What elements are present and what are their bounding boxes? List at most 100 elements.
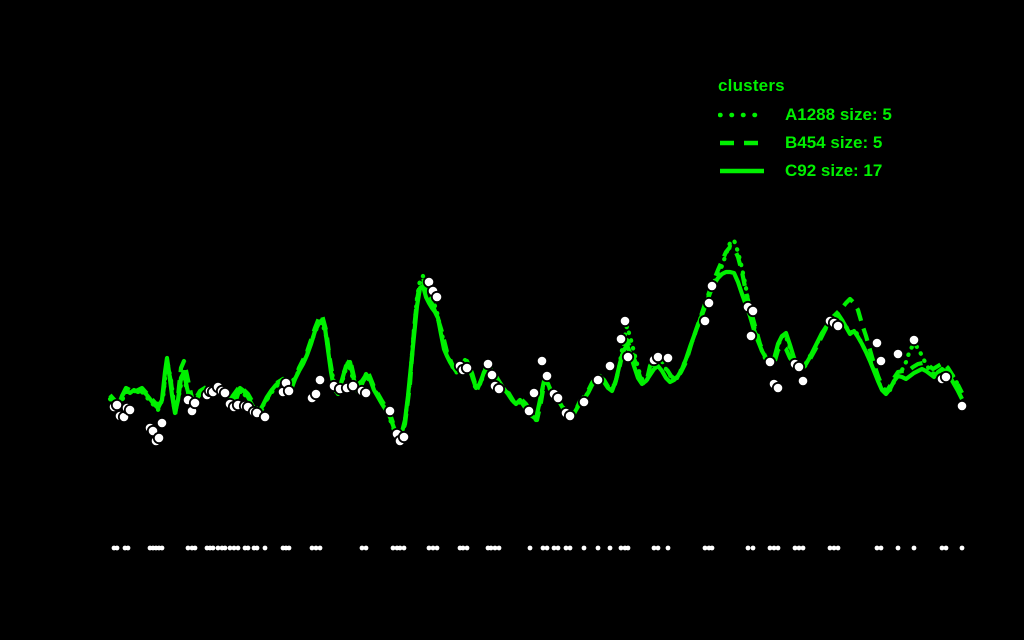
scatter-point (577, 395, 591, 409)
rug-tick (939, 545, 945, 551)
rug-tick (254, 545, 260, 551)
rug-tick (401, 545, 407, 551)
scatter-point (282, 384, 296, 398)
rug-tick (581, 545, 587, 551)
rug-tick (231, 545, 237, 551)
scatter-point (891, 347, 905, 361)
scatter-point (123, 403, 137, 417)
scatter-point (309, 387, 323, 401)
legend: clusters A1288 size: 5 B454 size: 5 C92 … (712, 76, 892, 180)
rug-tick (309, 545, 315, 551)
rug-tick (625, 545, 631, 551)
rug-tick (363, 545, 369, 551)
dashed-line-key-icon (720, 141, 762, 146)
rug-tick (835, 545, 841, 551)
scatter-point (383, 404, 397, 418)
scatter-point (939, 370, 953, 384)
rug-tick (222, 545, 228, 551)
scatter-point (702, 296, 716, 310)
rug-tick (185, 545, 191, 551)
series-line-c92 (108, 269, 964, 439)
rug-tick (464, 545, 470, 551)
rug-tick (235, 545, 241, 551)
scatter-point (907, 333, 921, 347)
scatter-point (614, 332, 628, 346)
rug-tick (745, 545, 751, 551)
scatter-point (430, 290, 444, 304)
rug-tick (800, 545, 806, 551)
rug-tick (262, 545, 268, 551)
scatter-point (955, 399, 969, 413)
rug-tick (210, 545, 216, 551)
scatter-point (618, 314, 632, 328)
rug-tick (492, 545, 498, 551)
scatter-point (346, 379, 360, 393)
legend-item-a1288: A1288 size: 5 (712, 105, 892, 125)
scatter-point (485, 368, 499, 382)
scatter-point (831, 319, 845, 333)
rug-tick (397, 545, 403, 551)
scatter-point (870, 336, 884, 350)
rug-tick (651, 545, 657, 551)
solid-line-key-icon (720, 169, 764, 174)
rug-tick (544, 545, 550, 551)
scatter-point (591, 373, 605, 387)
rug-tick (125, 545, 131, 551)
scatter-point (492, 382, 506, 396)
scatter-point (763, 355, 777, 369)
rug-tick (460, 545, 466, 551)
rug-tick (527, 545, 533, 551)
rug-tick (245, 545, 251, 551)
rug-tick (390, 545, 396, 551)
scatter-point (705, 279, 719, 293)
scatter-point (155, 416, 169, 430)
rug-tick (430, 545, 436, 551)
scatter-point (460, 361, 474, 375)
rug-tick (655, 545, 661, 551)
rug-tick (286, 545, 292, 551)
scatter-point (621, 350, 635, 364)
scatter-point (152, 431, 166, 445)
legend-label-a1288: A1288 size: 5 (785, 105, 892, 125)
rug-tick (943, 545, 949, 551)
scatter-point (792, 360, 806, 374)
rug-tick (792, 545, 798, 551)
rug-tick (750, 545, 756, 551)
legend-item-c92: C92 size: 17 (712, 161, 892, 180)
scatter-point (481, 357, 495, 371)
scatter-point (258, 410, 272, 424)
rug-tick (607, 545, 613, 551)
rug-tick (775, 545, 781, 551)
legend-label-b454: B454 size: 5 (785, 133, 883, 153)
scatter-point (188, 396, 202, 410)
scatter-point (313, 373, 327, 387)
scatter-point (874, 354, 888, 368)
rug-tick (702, 545, 708, 551)
scatter-point (698, 314, 712, 328)
scatter-point (110, 398, 124, 412)
scatter-point (563, 409, 577, 423)
scatter-point (522, 404, 536, 418)
dotted-line-key-icon (718, 113, 765, 118)
legend-title: clusters (718, 76, 785, 95)
scatter-point (796, 374, 810, 388)
rug-tick (313, 545, 319, 551)
rug-tick (159, 545, 165, 551)
scatter-point (651, 350, 665, 364)
rug-tick (555, 545, 561, 551)
rug-tick (895, 545, 901, 551)
rug-tick (567, 545, 573, 551)
scatter-point (744, 329, 758, 343)
rug-tick (665, 545, 671, 551)
scatter-point (746, 304, 760, 318)
rug-tick (827, 545, 833, 551)
rug-tick (488, 545, 494, 551)
rug-tick (434, 545, 440, 551)
rug-tick (192, 545, 198, 551)
rug-tick (551, 545, 557, 551)
rug-tick (767, 545, 773, 551)
scatter-point (359, 386, 373, 400)
scatter-point (661, 351, 675, 365)
